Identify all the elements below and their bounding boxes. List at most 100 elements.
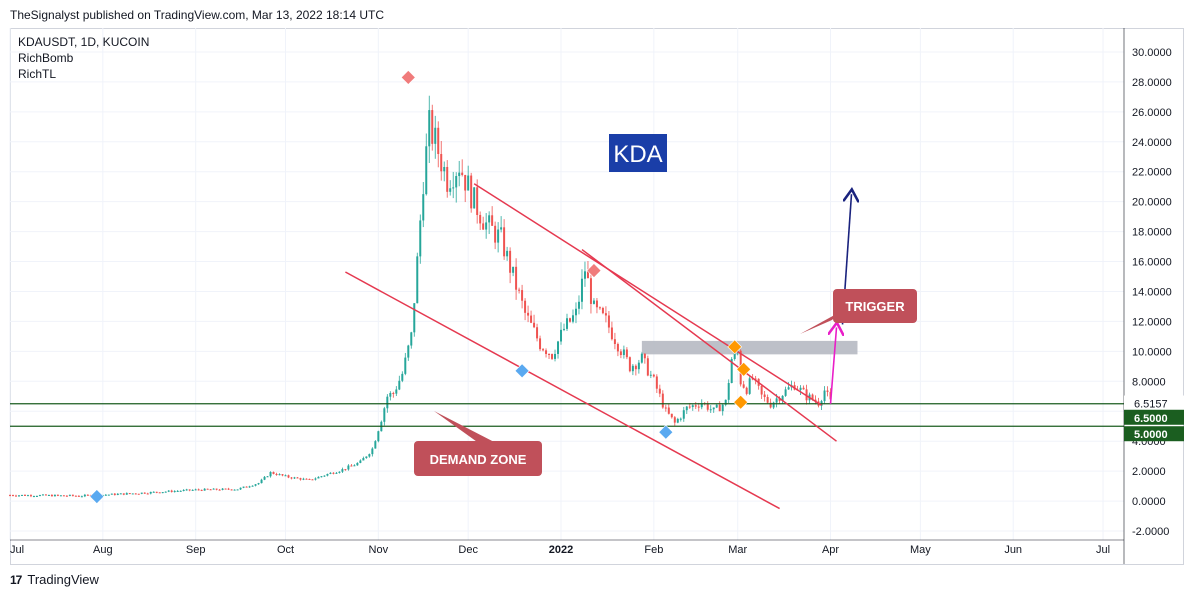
y-tick-label: 22.0000 xyxy=(1132,167,1172,179)
candle-body xyxy=(269,472,272,477)
candle-body xyxy=(197,489,200,491)
candle-body xyxy=(170,490,173,492)
candle-body xyxy=(44,494,47,496)
candle-body xyxy=(545,350,548,354)
signal-diamond-blue[interactable] xyxy=(514,363,530,379)
y-tick-label: 14.0000 xyxy=(1132,286,1172,298)
candle-body xyxy=(613,339,616,344)
candle-body xyxy=(38,495,41,497)
candle-body xyxy=(658,388,661,394)
candle-body xyxy=(766,397,769,403)
candle-body xyxy=(323,475,326,477)
candle-body xyxy=(314,478,317,480)
signal-diamond-orange[interactable] xyxy=(736,361,752,377)
candle-body xyxy=(59,495,62,497)
candle-body xyxy=(143,492,146,494)
y-tick-label: 28.0000 xyxy=(1132,77,1172,89)
candle-body xyxy=(479,214,482,224)
candle-body xyxy=(203,488,206,491)
candle-body xyxy=(188,489,191,491)
signal-diamond-orange[interactable] xyxy=(727,339,743,355)
candle-body xyxy=(718,404,721,412)
x-tick-label: Oct xyxy=(277,544,294,556)
candle-body xyxy=(305,478,308,480)
candle-body xyxy=(119,493,122,495)
lower-trendline xyxy=(345,271,780,510)
upper-trendline xyxy=(473,183,822,406)
publisher-line: TheSignalyst published on TradingView.co… xyxy=(10,8,384,22)
candle-body xyxy=(344,469,347,471)
signal-diamond-blue[interactable] xyxy=(658,424,674,440)
candle-body xyxy=(134,493,137,495)
candle-body xyxy=(595,300,598,308)
candle-body xyxy=(506,250,509,257)
candle-body xyxy=(589,278,592,304)
candle-body xyxy=(616,343,619,352)
candle-body xyxy=(763,394,766,398)
candle-body xyxy=(383,408,386,422)
candle-body xyxy=(781,395,784,401)
candle-body xyxy=(607,315,610,328)
candle-body xyxy=(20,494,23,496)
candle-body xyxy=(715,404,718,408)
candle-body xyxy=(341,469,344,472)
candle-body xyxy=(727,382,730,400)
candle-body xyxy=(568,318,571,322)
candle-body xyxy=(533,322,536,328)
footer-brand[interactable]: 17 TradingView xyxy=(10,572,99,587)
candle-body xyxy=(670,413,673,418)
candle-body xyxy=(709,409,712,411)
candle-body xyxy=(71,494,74,496)
candle-body xyxy=(452,187,455,189)
candle-body xyxy=(359,460,362,463)
candle-body xyxy=(296,477,299,479)
candle-body xyxy=(68,494,71,496)
price-label: 6.5157 xyxy=(1134,399,1168,411)
candle-body xyxy=(260,479,263,484)
candle-body xyxy=(721,404,724,412)
candle-body xyxy=(32,496,35,498)
x-tick-label: Jun xyxy=(1004,544,1022,556)
y-tick-label: 26.0000 xyxy=(1132,107,1172,119)
candle-body xyxy=(290,477,293,479)
candle-body xyxy=(236,489,239,491)
candle-body xyxy=(724,399,727,405)
candle-body xyxy=(131,493,134,495)
candle-body xyxy=(263,476,266,480)
candle-body xyxy=(422,194,425,221)
indicator-legend[interactable]: RichTL xyxy=(18,67,56,81)
trigger-pointer xyxy=(800,312,840,334)
candle-body xyxy=(634,365,637,370)
candle-body xyxy=(577,301,580,309)
candle-body xyxy=(317,476,320,479)
candle-body xyxy=(191,489,194,491)
signal-diamond-red[interactable] xyxy=(400,69,416,85)
candle-body xyxy=(287,475,290,478)
candle-body xyxy=(563,328,566,330)
candle-body xyxy=(802,387,805,390)
signal-diamond-red[interactable] xyxy=(586,263,602,278)
signal-diamond-orange[interactable] xyxy=(733,394,749,410)
x-tick-label: Apr xyxy=(822,544,839,556)
candle-body xyxy=(512,266,515,273)
signal-diamond-blue[interactable] xyxy=(89,489,105,505)
candle-body xyxy=(107,494,110,496)
candle-body xyxy=(503,227,506,257)
candle-body xyxy=(242,486,245,488)
candle-body xyxy=(745,387,748,394)
candle-body xyxy=(682,410,685,419)
x-tick-label: Jul xyxy=(1096,544,1110,556)
candle-body xyxy=(664,407,667,409)
candle-body xyxy=(161,492,164,494)
candle-body xyxy=(230,489,233,491)
candle-body xyxy=(185,489,188,491)
y-tick-label: 16.0000 xyxy=(1132,257,1172,269)
candle-body xyxy=(691,405,694,408)
candle-body xyxy=(712,407,715,410)
candle-body xyxy=(392,393,395,395)
indicator-legend[interactable]: RichBomb xyxy=(18,51,74,65)
candle-body xyxy=(586,271,589,279)
x-tick-label: Aug xyxy=(93,544,113,556)
price-label-box xyxy=(1124,426,1184,442)
